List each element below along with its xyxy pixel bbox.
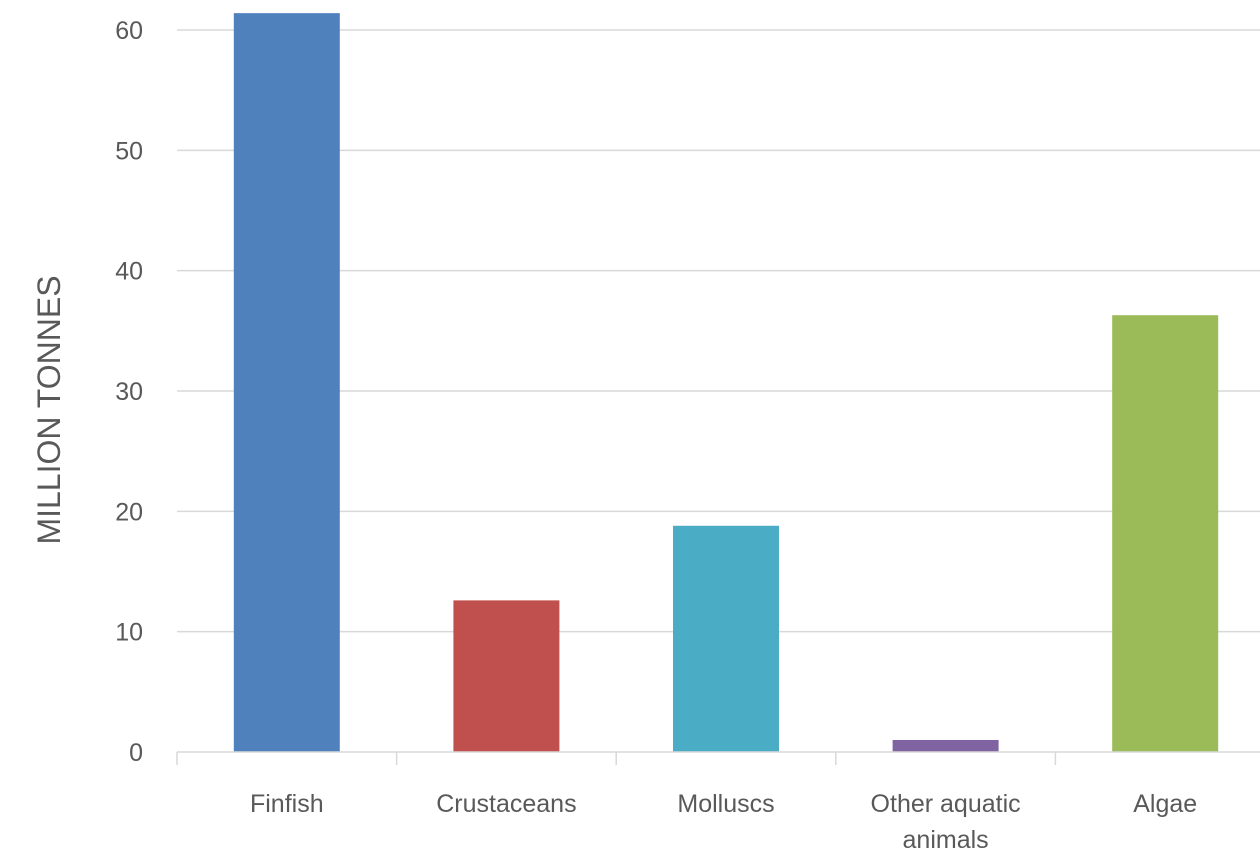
y-tick-label: 10 xyxy=(115,619,143,647)
x-tick-label: Algae xyxy=(1133,790,1197,818)
y-tick-label: 20 xyxy=(115,498,143,526)
bar xyxy=(892,739,999,752)
y-tick-label: 30 xyxy=(115,378,143,406)
bar xyxy=(1112,315,1219,752)
x-axis xyxy=(176,751,1260,765)
y-tick-label: 40 xyxy=(115,258,143,286)
x-tick-label: Molluscs xyxy=(677,790,774,818)
bar xyxy=(233,13,340,753)
y-axis-ticks: 0 10 20 30 40 50 60 xyxy=(115,17,143,767)
x-tick-label: Finfish xyxy=(250,790,324,818)
gridlines xyxy=(177,29,1260,633)
y-axis-title: MILLION TONNES xyxy=(31,275,67,544)
y-tick-label: 60 xyxy=(115,17,143,45)
bar xyxy=(673,525,779,752)
x-axis-ticks: Finfish Crustaceans Molluscs Other aquatic a… xyxy=(250,790,1197,854)
bar xyxy=(453,600,560,752)
y-tick-label: 0 xyxy=(129,739,143,767)
x-tick-label: Crustaceans xyxy=(436,790,576,818)
x-tick-label: Other aquatic animals xyxy=(871,790,1021,854)
y-tick-label: 50 xyxy=(115,137,143,165)
bars xyxy=(233,13,1219,753)
